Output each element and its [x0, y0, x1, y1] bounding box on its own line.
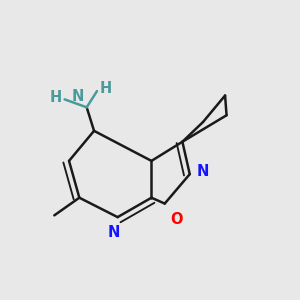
- Text: O: O: [170, 212, 182, 227]
- Text: N: N: [197, 164, 209, 179]
- Text: N: N: [71, 89, 84, 104]
- Text: H: H: [50, 90, 62, 105]
- Text: N: N: [108, 225, 120, 240]
- Text: H: H: [99, 81, 112, 96]
